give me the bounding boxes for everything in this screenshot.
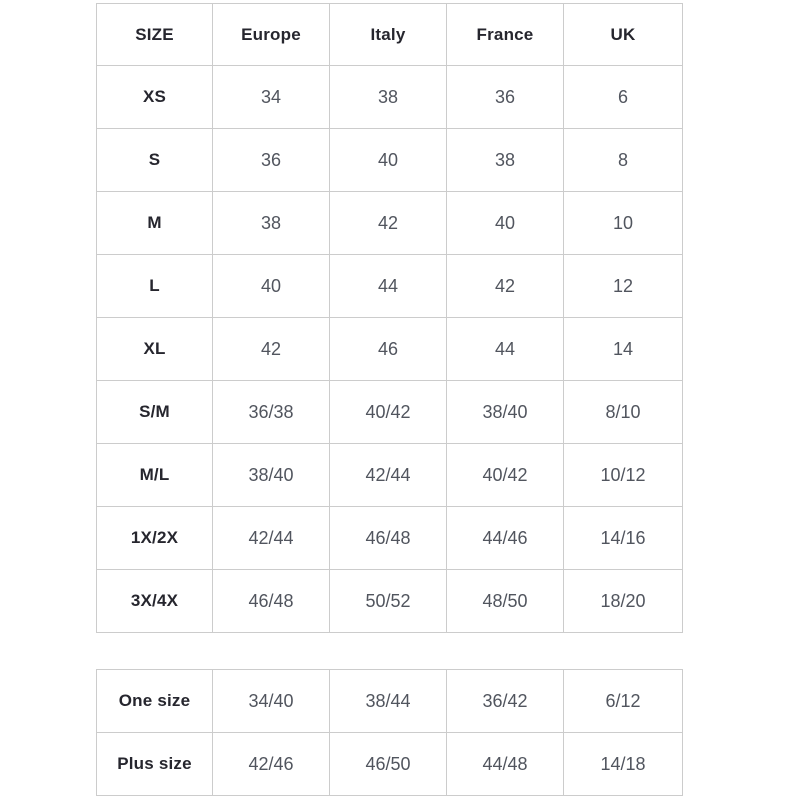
column-header-italy: Italy [329,3,447,66]
size-value-france: 36/42 [446,669,564,733]
size-value-uk: 10 [563,191,683,255]
size-value-europe: 36 [212,128,330,192]
size-value-italy: 42/44 [329,443,447,507]
size-value-france: 38/40 [446,380,564,444]
size-label: One size [96,669,213,733]
size-value-uk: 8 [563,128,683,192]
size-label: S [96,128,213,192]
size-label: S/M [96,380,213,444]
size-value-italy: 46/48 [329,506,447,570]
size-value-france: 44/48 [446,732,564,796]
size-value-france: 40/42 [446,443,564,507]
table-row-one-size: One size 34/40 38/44 36/42 6/12 [96,669,683,733]
table-row-sm: S/M 36/38 40/42 38/40 8/10 [96,380,683,444]
table-row-3x4x: 3X/4X 46/48 50/52 48/50 18/20 [96,569,683,633]
size-value-uk: 10/12 [563,443,683,507]
column-header-size: SIZE [96,3,213,66]
size-value-france: 44 [446,317,564,381]
size-value-france: 38 [446,128,564,192]
table-row-s: S 36 40 38 8 [96,128,683,192]
table-row-plus-size: Plus size 42/46 46/50 44/48 14/18 [96,732,683,796]
table-row-l: L 40 44 42 12 [96,254,683,318]
column-header-uk: UK [563,3,683,66]
column-header-france: France [446,3,564,66]
table-row-1x2x: 1X/2X 42/44 46/48 44/46 14/16 [96,506,683,570]
size-value-uk: 14 [563,317,683,381]
header-row: SIZE Europe Italy France UK [96,3,683,66]
size-value-europe: 34/40 [212,669,330,733]
size-label: M/L [96,443,213,507]
size-conversion-table: SIZE Europe Italy France UK XS 34 38 36 … [96,3,683,633]
size-value-uk: 12 [563,254,683,318]
size-value-uk: 14/16 [563,506,683,570]
size-value-uk: 6/12 [563,669,683,733]
size-label: XS [96,65,213,129]
size-value-italy: 40/42 [329,380,447,444]
table-row-m: M 38 42 40 10 [96,191,683,255]
size-value-italy: 46/50 [329,732,447,796]
size-value-europe: 42 [212,317,330,381]
size-value-italy: 50/52 [329,569,447,633]
size-value-italy: 44 [329,254,447,318]
size-label: Plus size [96,732,213,796]
size-value-uk: 14/18 [563,732,683,796]
size-value-italy: 38/44 [329,669,447,733]
size-value-europe: 36/38 [212,380,330,444]
table-row-xl: XL 42 46 44 14 [96,317,683,381]
size-tables-container: SIZE Europe Italy France UK XS 34 38 36 … [96,3,683,796]
size-value-italy: 46 [329,317,447,381]
size-value-uk: 18/20 [563,569,683,633]
size-value-europe: 40 [212,254,330,318]
size-value-france: 40 [446,191,564,255]
size-value-uk: 8/10 [563,380,683,444]
size-value-europe: 42/44 [212,506,330,570]
size-value-france: 44/46 [446,506,564,570]
size-value-europe: 46/48 [212,569,330,633]
size-value-europe: 38 [212,191,330,255]
table-row-ml: M/L 38/40 42/44 40/42 10/12 [96,443,683,507]
size-value-france: 48/50 [446,569,564,633]
size-value-uk: 6 [563,65,683,129]
size-value-italy: 42 [329,191,447,255]
size-label: 3X/4X [96,569,213,633]
size-value-italy: 38 [329,65,447,129]
size-value-italy: 40 [329,128,447,192]
size-value-europe: 38/40 [212,443,330,507]
size-value-europe: 34 [212,65,330,129]
table-row-xs: XS 34 38 36 6 [96,65,683,129]
one-size-table: One size 34/40 38/44 36/42 6/12 Plus siz… [96,669,683,796]
size-value-france: 36 [446,65,564,129]
column-header-europe: Europe [212,3,330,66]
size-value-europe: 42/46 [212,732,330,796]
size-value-france: 42 [446,254,564,318]
size-label: 1X/2X [96,506,213,570]
size-label: XL [96,317,213,381]
size-label: M [96,191,213,255]
size-label: L [96,254,213,318]
